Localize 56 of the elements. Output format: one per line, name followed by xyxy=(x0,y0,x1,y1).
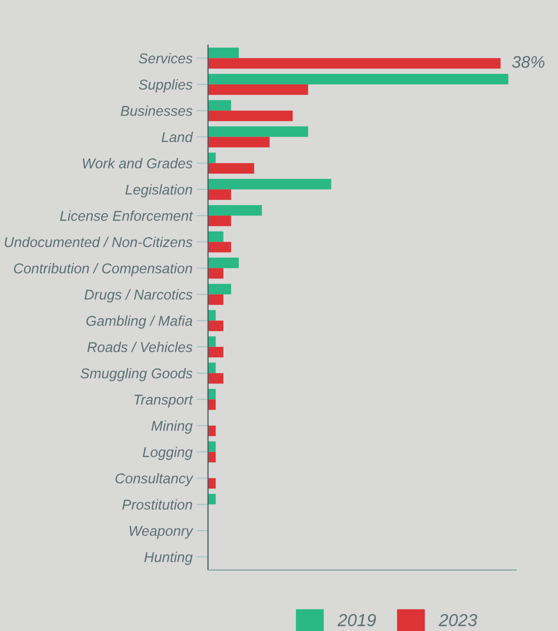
legend-label: 2019 xyxy=(338,614,376,626)
bar xyxy=(208,362,216,374)
data-label: 38% xyxy=(512,56,544,68)
y-tick-label: Legislation xyxy=(125,184,192,198)
bar xyxy=(208,178,332,190)
y-tick-label: Hunting xyxy=(144,552,193,565)
legend-label: 2023 xyxy=(438,614,478,626)
bar xyxy=(208,452,216,462)
bar xyxy=(208,284,232,294)
y-tick-label: Businesses xyxy=(120,105,192,116)
bar xyxy=(208,216,232,226)
y-tick-label: Contribution / Compensation xyxy=(14,262,192,276)
bar xyxy=(208,336,216,347)
bar xyxy=(208,373,224,384)
bar xyxy=(208,48,239,58)
y-tick-label: Land xyxy=(162,132,194,142)
y-tick-label: License Enforcement xyxy=(60,210,194,221)
bar xyxy=(208,100,232,111)
bar xyxy=(208,126,308,137)
bar xyxy=(208,494,216,504)
y-tick-label: Roads / Vehicles xyxy=(87,342,192,352)
y-tick-label: Work and Grades xyxy=(82,158,192,168)
y-tick-label: Weaponry xyxy=(130,526,194,539)
bar xyxy=(208,205,262,216)
y-tick-label: Prostitution xyxy=(122,499,192,510)
bar xyxy=(208,84,308,95)
y-tick-label: Mining xyxy=(151,420,193,434)
y-tick-label: Drugs / Narcotics xyxy=(84,289,192,302)
bar xyxy=(208,426,216,436)
bar xyxy=(208,189,232,200)
y-tick-label: Smuggling Goods xyxy=(80,368,192,382)
bar xyxy=(208,110,293,122)
bar xyxy=(208,163,254,174)
bar xyxy=(208,242,232,252)
bar xyxy=(208,258,239,268)
y-tick-label: Consultancy xyxy=(116,472,194,486)
y-tick-label: Transport xyxy=(134,394,194,408)
y-tick-label: Services xyxy=(138,52,192,64)
bar xyxy=(208,294,224,305)
bar xyxy=(208,320,224,332)
bar xyxy=(208,231,224,242)
bar xyxy=(208,136,270,148)
bar xyxy=(208,268,224,279)
bar xyxy=(208,346,224,358)
y-tick-label: Gambling / Mafia xyxy=(86,315,192,329)
y-tick-label: Logging xyxy=(142,446,193,460)
bar xyxy=(208,152,216,164)
bar xyxy=(208,441,216,452)
bar xyxy=(208,58,501,69)
y-tick-label: Undocumented / Non-Citizens xyxy=(4,236,192,248)
y-tick-label: Supplies xyxy=(138,79,192,92)
bar xyxy=(208,310,216,321)
bar xyxy=(208,74,508,84)
bar xyxy=(208,478,216,489)
bar xyxy=(208,388,216,400)
bar xyxy=(208,399,216,410)
